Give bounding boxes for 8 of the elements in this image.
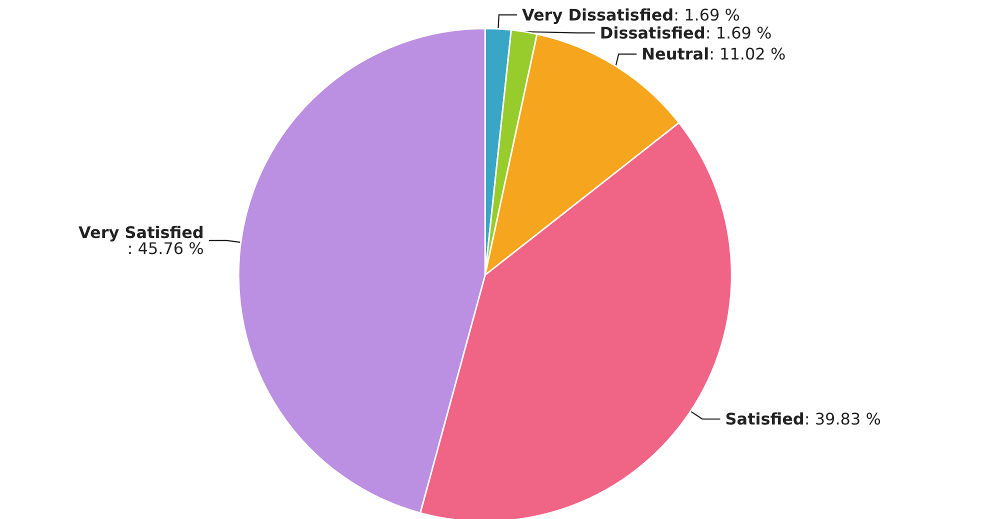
slice-label: Very Dissatisfied bbox=[522, 5, 674, 24]
slice-label: Satisfied bbox=[725, 410, 804, 429]
slice-label: Dissatisfied bbox=[600, 23, 706, 42]
slice-label: Neutral bbox=[642, 44, 710, 64]
data-label: : 11.02 % bbox=[709, 44, 786, 64]
data-label: : 1.69 % bbox=[705, 23, 772, 42]
data-label: : 1.69 % bbox=[674, 5, 740, 24]
data-label: : 39.83 % bbox=[804, 410, 881, 429]
